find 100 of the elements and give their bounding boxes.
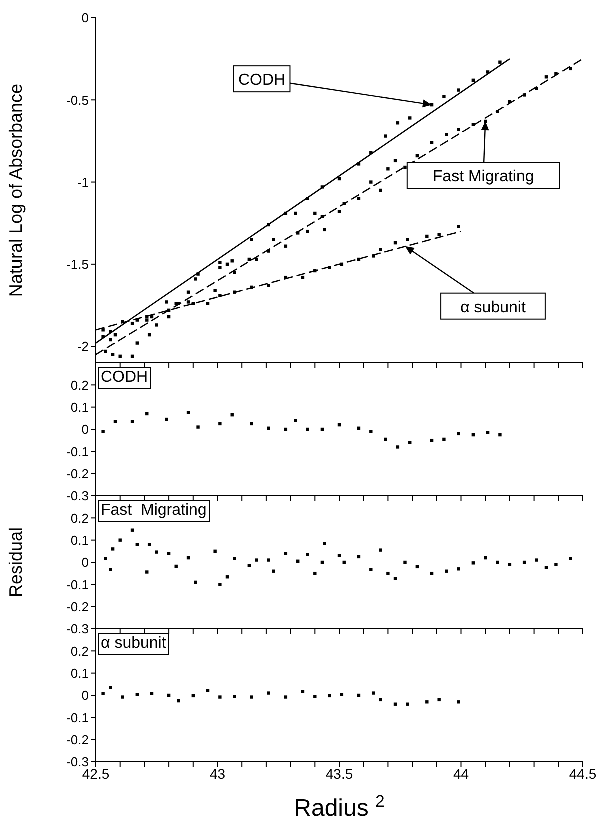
point [404, 560, 407, 564]
point [177, 302, 180, 306]
point [104, 350, 108, 354]
point [384, 134, 388, 138]
point [146, 318, 149, 322]
point [370, 151, 373, 154]
point [357, 197, 361, 200]
point [111, 353, 115, 356]
point [155, 550, 158, 554]
point [372, 254, 376, 258]
point [544, 566, 548, 570]
point [102, 692, 105, 696]
y-tick-label: -0.5 [66, 92, 89, 108]
y-tick-label: -0.1 [66, 710, 89, 726]
point [306, 428, 310, 432]
annotation: Fast Migrating [432, 168, 534, 186]
y-tick-label: 0 [82, 10, 89, 26]
annotation: α subunit [460, 299, 526, 316]
x-tick-label: 44 [453, 766, 470, 782]
y-tick-label: -0.3 [66, 622, 89, 637]
point [535, 87, 538, 90]
point [218, 266, 222, 270]
point [165, 300, 168, 304]
point [384, 438, 388, 442]
point [196, 426, 200, 429]
y-tick-label: 0 [82, 422, 89, 438]
annotation: CODH [238, 72, 286, 90]
point [426, 700, 429, 704]
y-tick-label: -1 [77, 174, 89, 190]
point [386, 168, 390, 171]
point [194, 278, 198, 281]
point [498, 433, 502, 437]
point [267, 558, 270, 562]
point [328, 266, 332, 270]
y-tick-label: 0.2 [70, 510, 89, 526]
point [294, 212, 298, 216]
x-axis-title: Radius $^{2}$ [294, 792, 385, 819]
point [218, 294, 222, 298]
y-tick-label: -0.1 [66, 577, 89, 592]
point [442, 95, 446, 98]
point [233, 695, 236, 698]
point [109, 568, 112, 572]
point [396, 446, 400, 449]
y-tick-label: 0.1 [70, 400, 89, 415]
point [408, 116, 412, 120]
point [296, 232, 300, 235]
point [320, 186, 324, 189]
point [386, 572, 390, 576]
point [218, 261, 222, 264]
point [408, 441, 412, 444]
chart-title: CODH [98, 367, 152, 389]
point [314, 269, 317, 273]
point [136, 543, 139, 546]
point [457, 700, 460, 704]
point [250, 238, 254, 242]
point [442, 438, 446, 442]
point [250, 696, 254, 699]
point [457, 432, 460, 436]
point [150, 692, 154, 696]
point [272, 238, 276, 242]
point [370, 568, 373, 572]
point [498, 60, 502, 64]
point [554, 563, 558, 566]
point [102, 328, 105, 332]
point [109, 686, 112, 690]
x-tick-label: 44.5 [569, 766, 597, 782]
point [218, 696, 222, 699]
point [121, 320, 124, 324]
point [357, 162, 361, 166]
point [102, 430, 105, 434]
chart-title: Fast Migrating [98, 500, 210, 522]
point [426, 234, 429, 238]
point [306, 230, 310, 234]
point [233, 271, 236, 274]
point [136, 342, 139, 345]
y-axis-title: Residual [6, 527, 26, 598]
point [267, 284, 270, 288]
point [155, 324, 158, 327]
x-tick-label: 43.5 [326, 766, 354, 782]
y-tick-label: -0.2 [66, 466, 89, 482]
point [111, 548, 115, 551]
point [294, 419, 298, 422]
point [370, 180, 373, 184]
point [554, 72, 558, 76]
point [284, 696, 288, 699]
point [496, 560, 500, 564]
point [314, 572, 317, 576]
point [121, 696, 124, 699]
point [457, 88, 460, 92]
point [323, 542, 326, 546]
point [328, 694, 332, 698]
y-tick-label: 0.1 [70, 532, 89, 548]
point [486, 70, 490, 74]
point [508, 563, 512, 566]
point [136, 318, 139, 322]
point [496, 110, 500, 114]
chart-title: α subunit [98, 633, 170, 655]
point [404, 166, 407, 170]
point [406, 702, 410, 706]
point [372, 692, 376, 695]
